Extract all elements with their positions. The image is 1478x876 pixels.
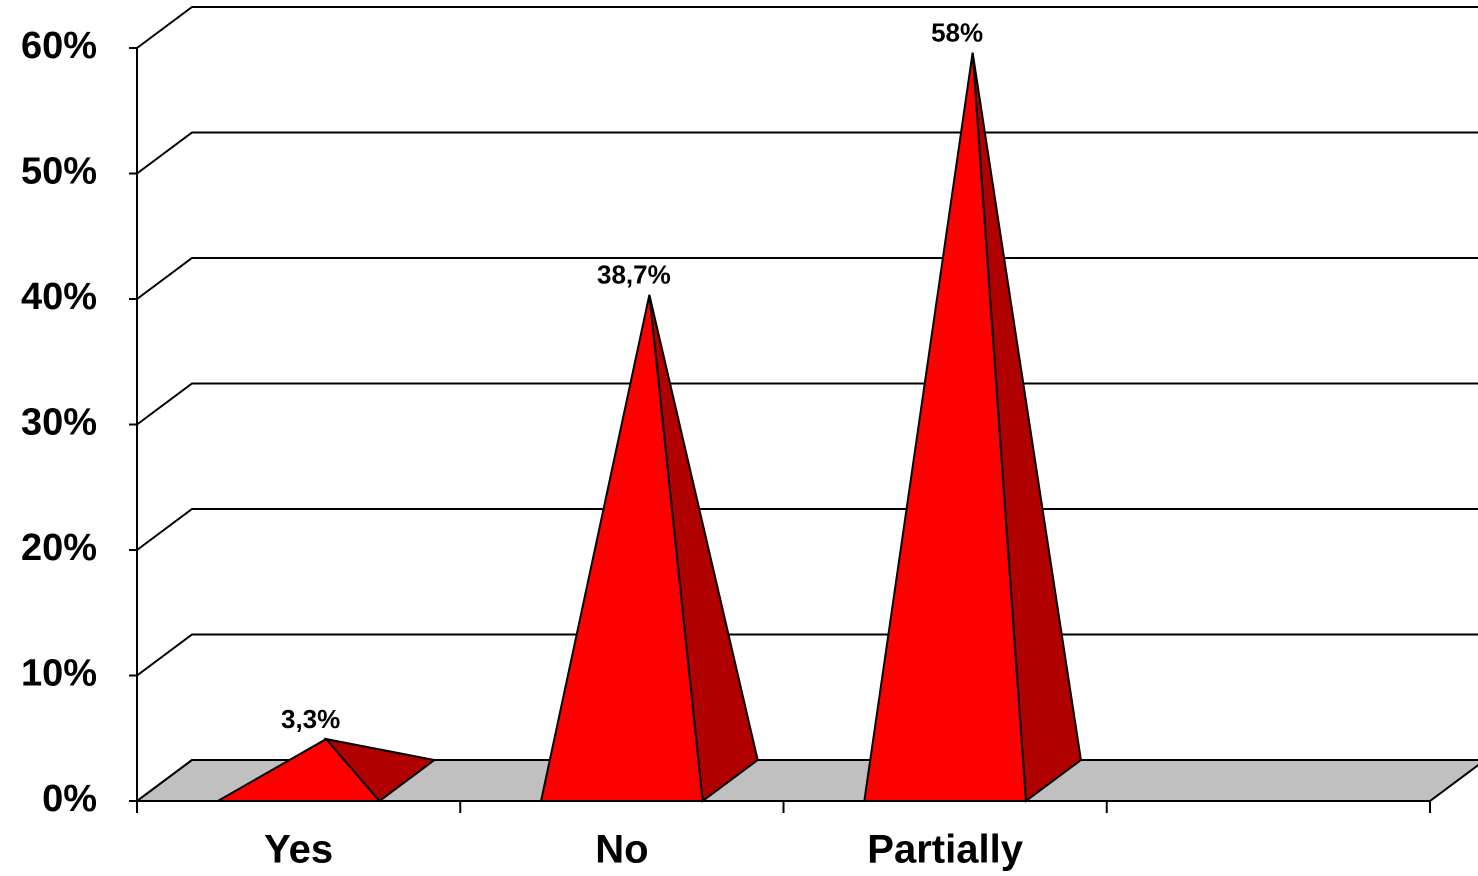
y-tick-label: 30% — [21, 402, 97, 444]
y-tick-label: 50% — [21, 151, 97, 193]
y-tick-label: 10% — [21, 653, 97, 695]
grid-line — [136, 131, 1478, 175]
x-tick-label: Partially — [867, 828, 1023, 872]
y-tick-label: 0% — [42, 778, 97, 820]
grid-line — [136, 6, 1478, 49]
grid-line — [136, 382, 1478, 426]
y-tick-label: 20% — [21, 527, 97, 569]
value-label: 38,7% — [597, 260, 671, 290]
x-tick-label: Yes — [264, 828, 333, 872]
value-label: 58% — [931, 17, 983, 47]
value-label: 3,3% — [281, 704, 340, 734]
y-tick-label: 60% — [21, 25, 97, 67]
pyramid — [539, 294, 704, 802]
grid-line — [136, 633, 1478, 677]
grid-line — [136, 257, 1478, 300]
y-tick-label: 40% — [21, 276, 97, 318]
pyramid — [863, 52, 1028, 802]
x-tick-label: No — [595, 828, 648, 872]
grid-line — [136, 508, 1478, 551]
pyramid — [214, 737, 382, 802]
